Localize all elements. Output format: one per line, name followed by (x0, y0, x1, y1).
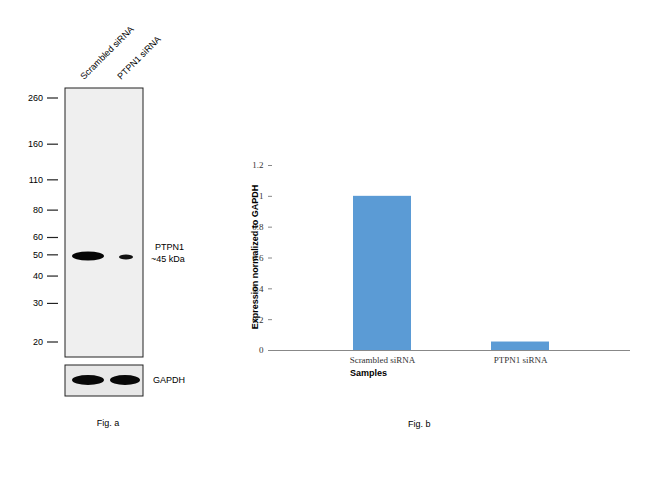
svg-text:PTPN1 siRNA: PTPN1 siRNA (494, 355, 548, 365)
svg-text:160: 160 (28, 139, 43, 149)
svg-text:1.2: 1.2 (252, 160, 263, 170)
svg-text:110: 110 (29, 175, 43, 185)
svg-text:20: 20 (33, 337, 43, 347)
svg-text:~45 kDa: ~45 kDa (151, 254, 185, 264)
html-text:Samples: Samples (350, 368, 387, 378)
svg-text:0: 0 (259, 345, 264, 355)
html-text:Fig. b: Fig. b (408, 419, 431, 429)
svg-text:PTPN1 siRNA: PTPN1 siRNA (115, 34, 162, 81)
svg-text:GAPDH: GAPDH (153, 375, 185, 385)
svg-text:Fig. a: Fig. a (97, 418, 120, 428)
svg-text:60: 60 (33, 232, 43, 242)
svg-text:50: 50 (33, 250, 43, 260)
svg-text:1: 1 (259, 191, 264, 202)
svg-text:PTPN1: PTPN1 (155, 242, 184, 252)
svg-text:40: 40 (33, 271, 43, 281)
svg-text:30: 30 (33, 298, 43, 308)
svg-text:80: 80 (33, 205, 43, 215)
svg-text:Scrambled siRNA: Scrambled siRNA (78, 24, 136, 82)
html-text:Expression normalized to GAPDH: Expression normalized to GAPDH (250, 184, 260, 330)
svg-text:Scrambled siRNA: Scrambled siRNA (350, 355, 416, 365)
svg-text:260: 260 (28, 93, 43, 103)
